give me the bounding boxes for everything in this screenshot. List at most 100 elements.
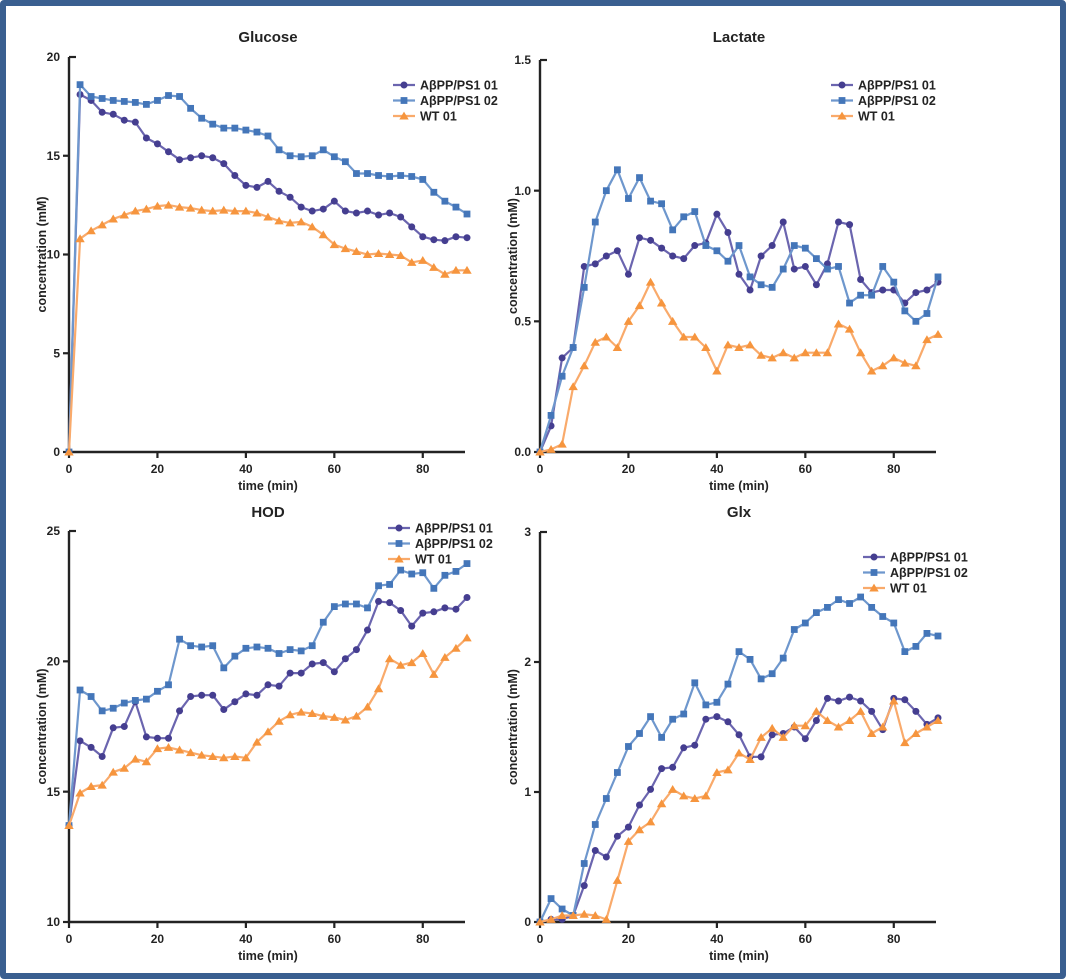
square-marker [176,635,183,643]
square-marker [165,681,172,689]
triangle-marker [679,332,689,341]
circle-marker [669,252,677,260]
triangle-marker [568,911,578,919]
triangle-marker [86,226,96,235]
circle-marker [330,197,338,205]
circle-marker [253,691,261,699]
square-marker [613,769,621,776]
circle-legend-marker [400,81,408,89]
legend-label: AβPP/PS1 02 [890,566,968,580]
circle-marker [846,693,854,701]
triangle-marker [373,684,384,693]
chart-lactate: 0.0 0.5 1.0 1.5 0 20 40 60 80 Lactate time (min) co… [506,29,943,493]
y-tick-label: 1 [524,785,531,799]
triangle-marker [451,643,461,652]
square-marker [868,291,876,299]
x-tick-label: 80 [416,932,430,946]
square-marker [724,257,732,265]
triangle-marker [108,214,118,223]
circle-marker [308,660,316,668]
square-marker [912,643,920,650]
circle-marker [419,233,427,241]
square-marker [680,213,688,221]
square-marker [702,701,710,709]
square-marker [735,242,743,249]
x-axis-label: time (min) [238,949,298,963]
square-marker [87,93,95,100]
triangle-marker [263,727,273,736]
triangle-marker [219,205,229,214]
legend-item: WT 01 [831,109,895,123]
triangle-legend-marker [399,111,409,120]
chart-title: HOD [251,504,285,521]
triangle-marker [822,716,833,724]
triangle-marker [800,348,811,357]
triangle-marker [623,837,634,845]
triangle-marker [241,753,251,762]
square-marker [835,263,842,270]
square-marker [319,146,327,154]
triangle-marker [163,200,174,209]
square-marker [286,646,294,654]
circle-marker [397,213,405,221]
circle-marker [242,690,250,698]
triangle-marker [712,366,722,375]
triangle-marker [844,324,855,333]
circle-marker [658,244,666,252]
circle-marker [430,608,438,616]
square-marker [868,604,876,611]
square-marker [187,104,195,112]
square-marker [375,172,382,179]
square-marker [912,317,920,325]
circle-marker [647,785,655,793]
circle-marker [209,154,217,162]
circle-marker [198,152,206,160]
triangle-marker [351,711,362,720]
x-tick-label: 0 [537,462,544,476]
series-markers-2 [64,633,472,830]
y-axis-label: concentration (mM) [506,669,520,785]
chart-glx: 0 1 2 3 0 20 40 60 80 Glx time (min) concentration … [506,504,968,963]
triangle-marker [789,353,799,362]
triangle-marker [612,343,623,351]
y-tick-label: 15 [47,785,61,799]
series-line-2 [67,204,469,454]
triangle-marker [745,755,755,763]
square-marker [397,566,405,574]
circle-marker [735,270,743,278]
triangle-marker [645,817,656,826]
circle-marker [702,715,710,723]
square-marker [636,730,643,737]
legend-label: AβPP/PS1 01 [415,521,493,535]
square-marker [109,97,117,104]
circle-marker [868,707,876,715]
circle-marker [823,260,831,268]
circle-marker [746,286,754,294]
series-markers-1 [536,593,942,926]
chart-title: Lactate [713,29,766,46]
circle-marker [375,211,383,219]
circle-marker [624,823,632,831]
square-marker [669,226,677,234]
triangle-marker [285,710,295,719]
series-line-1 [67,83,469,454]
triangle-marker [723,765,733,774]
triangle-marker [645,277,656,286]
x-axis-label: time (min) [709,949,769,963]
triangle-marker [833,319,844,328]
triangle-marker [196,205,207,214]
circle-marker [109,110,117,118]
circle-marker [669,763,677,771]
circle-marker [624,270,632,278]
triangle-marker [568,382,578,391]
square-marker [76,686,84,694]
square-marker [264,644,272,652]
triangle-marker [911,361,921,370]
circle-marker [658,765,666,773]
triangle-marker [307,709,317,717]
square-marker [580,860,588,867]
square-marker [790,242,798,249]
square-marker [591,218,599,226]
